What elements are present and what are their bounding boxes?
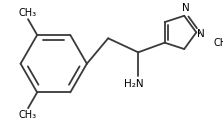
Text: H₂N: H₂N bbox=[124, 79, 144, 89]
Text: CH₃: CH₃ bbox=[19, 8, 37, 18]
Text: CH₃: CH₃ bbox=[19, 109, 37, 120]
Text: N: N bbox=[182, 3, 189, 13]
Text: N: N bbox=[197, 29, 205, 39]
Text: CH₃: CH₃ bbox=[213, 38, 223, 47]
